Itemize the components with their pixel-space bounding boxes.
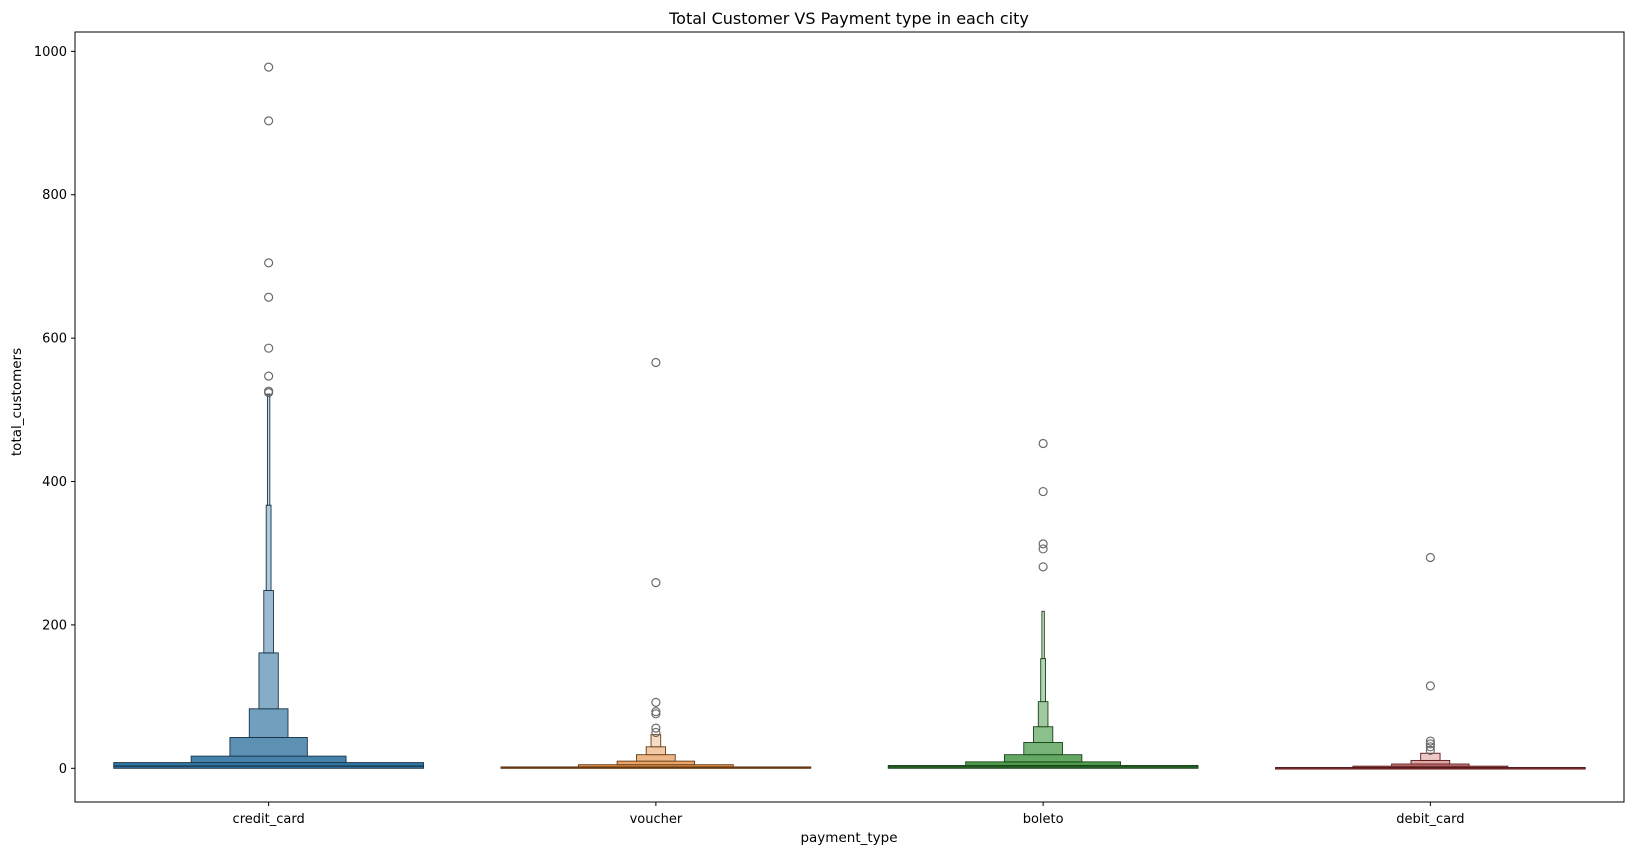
boxen-box <box>248 708 289 738</box>
boxen-box <box>113 762 424 769</box>
outlier-point <box>264 343 274 353</box>
y-tick-label: 400 <box>42 475 67 490</box>
y-tick-label: 200 <box>42 618 67 633</box>
y-tick-label: 1000 <box>34 45 67 60</box>
outlier-point <box>264 388 274 398</box>
outlier-point <box>651 723 661 733</box>
boxen-box <box>1040 658 1046 703</box>
boxen-box <box>1003 754 1083 763</box>
x-axis: credit_card voucher boleto debit_card <box>233 802 1464 827</box>
outlier-point <box>1038 486 1048 497</box>
outlier-point <box>1425 742 1435 752</box>
outlier-point <box>1425 745 1435 755</box>
boxen-box <box>265 504 272 591</box>
plot-frame <box>74 31 1625 803</box>
chart-title: Total Customer VS Payment type in each c… <box>668 9 1029 28</box>
outlier-point <box>651 709 661 719</box>
boxen-box <box>258 652 279 710</box>
boxen-box <box>1032 726 1054 743</box>
boxen-box <box>636 754 676 762</box>
outlier-point <box>651 578 661 588</box>
boxen-box <box>190 755 347 764</box>
outlier-point <box>264 258 274 268</box>
y-tick-label: 600 <box>42 332 67 347</box>
boxen-box <box>650 734 662 748</box>
outlier-point <box>651 357 661 368</box>
outlier-point <box>1425 736 1435 746</box>
boxen-box <box>1410 759 1451 765</box>
outlier-point <box>1038 539 1048 549</box>
series-voucher <box>500 357 812 769</box>
boxen-box <box>616 760 696 766</box>
y-axis: 0 200 400 600 800 1000 <box>34 45 75 777</box>
series-boleto <box>887 438 1199 769</box>
outlier-point <box>264 292 274 302</box>
outlier-point <box>1425 552 1435 563</box>
boxen-box <box>266 393 271 506</box>
plot-area <box>113 62 1586 770</box>
x-tick-label: debit_card <box>1396 812 1464 827</box>
boxen-box <box>1023 742 1063 756</box>
boxen-box <box>229 737 308 757</box>
y-tick-label: 800 <box>42 188 67 203</box>
outlier-point <box>1425 681 1435 691</box>
y-axis-label: total_customers <box>9 348 25 456</box>
outlier-point <box>1038 544 1048 554</box>
boxen-box <box>1041 610 1045 660</box>
boxen-box <box>263 590 274 654</box>
boxen-box <box>1420 752 1441 761</box>
boxen-box <box>965 761 1122 766</box>
outlier-point <box>1425 739 1435 749</box>
boxen-box <box>1037 701 1049 728</box>
outlier-point <box>1038 562 1048 572</box>
outlier-point <box>651 697 661 707</box>
x-tick-label: voucher <box>630 812 683 827</box>
y-tick-label: 0 <box>59 762 67 777</box>
series-credit_card <box>113 62 424 769</box>
outlier-point <box>264 116 274 126</box>
outlier-point <box>1038 438 1048 449</box>
x-tick-label: boleto <box>1023 812 1064 827</box>
outlier-point <box>651 727 661 738</box>
series-debit_card <box>1275 552 1586 770</box>
x-tick-label: credit_card <box>233 812 305 827</box>
outlier-point <box>264 62 274 72</box>
x-axis-label: payment_type <box>800 830 897 846</box>
boxen-box <box>645 746 667 756</box>
outlier-point <box>264 371 274 381</box>
